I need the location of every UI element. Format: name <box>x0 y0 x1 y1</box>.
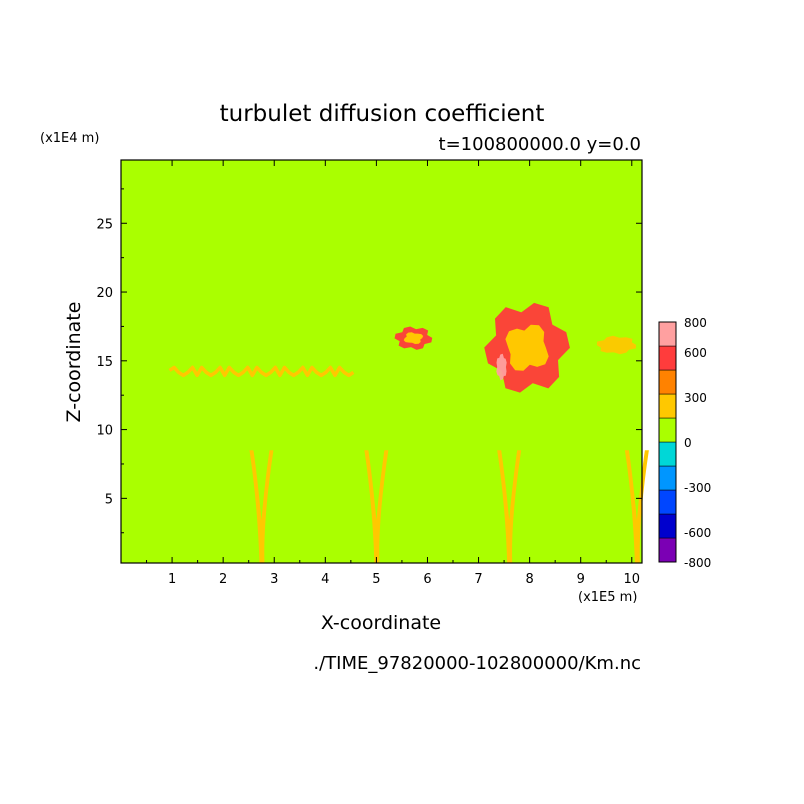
colorbar-label: 800 <box>684 316 707 330</box>
feature-plume <box>364 450 389 563</box>
x-axis-ticks: 1 2 3 4 5 6 7 8 9 10 <box>146 160 641 587</box>
chart-title: turbulet diffusion coefficient <box>220 101 545 127</box>
y-tick-label: 20 <box>96 286 113 301</box>
colorbar-swatch <box>658 537 677 563</box>
colorbar-swatch <box>658 345 677 371</box>
feature-patch-core <box>505 324 549 371</box>
feature-patch <box>496 353 507 381</box>
colorbar-swatch <box>658 441 677 467</box>
y-axis-ticks: 5 10 15 20 25 <box>96 188 642 534</box>
x-tick-label: 5 <box>372 572 380 587</box>
x-tick-label: 3 <box>270 572 278 587</box>
colorbar-swatch <box>658 417 677 443</box>
y-axis-label: Z-coordinate <box>63 302 85 423</box>
x-tick-label: 4 <box>321 572 329 587</box>
y-tick-label: 10 <box>96 424 113 439</box>
colorbar-swatch <box>658 489 677 515</box>
feature-band <box>168 365 355 378</box>
colorbar-swatch <box>658 393 677 419</box>
y-tick-label: 25 <box>96 217 113 232</box>
y-scale-label: (x1E4 m) <box>40 131 99 146</box>
x-tick-label: 2 <box>219 572 227 587</box>
colorbar-swatch <box>658 465 677 491</box>
x-tick-label: 7 <box>474 572 482 587</box>
colorbar-label: -800 <box>684 556 711 570</box>
x-tick-label: 1 <box>168 572 176 587</box>
source-file-label: ./TIME_97820000-102800000/Km.nc <box>313 653 641 674</box>
colorbar-label: 600 <box>684 346 707 360</box>
feature-patch-core <box>403 332 424 344</box>
colorbar-frame <box>658 321 677 563</box>
colorbar: 800 600 300 0 -300 -600 -800 <box>658 316 711 570</box>
colorbar-label: 300 <box>684 391 707 405</box>
feature-plume <box>497 450 522 563</box>
x-tick-label: 9 <box>577 572 585 587</box>
chart-subtitle: t=100800000.0 y=0.0 <box>439 134 641 155</box>
colorbar-swatch <box>658 369 677 395</box>
colorbar-swatch <box>658 513 677 539</box>
colorbar-label: -600 <box>684 526 711 540</box>
feature-plume <box>624 450 649 563</box>
colorbar-label: 0 <box>684 436 692 450</box>
x-tick-label: 6 <box>423 572 431 587</box>
plot-area <box>121 160 649 563</box>
feature-plume <box>249 450 274 563</box>
x-tick-label: 10 <box>624 572 641 587</box>
y-tick-label: 15 <box>96 355 113 370</box>
plot-frame <box>120 159 643 564</box>
x-tick-label: 8 <box>525 572 533 587</box>
y-tick-label: 5 <box>105 492 113 507</box>
colorbar-label: -300 <box>684 481 711 495</box>
x-scale-label: (x1E5 m) <box>578 590 637 605</box>
feature-patch <box>596 335 637 355</box>
colorbar-swatch <box>658 321 677 347</box>
x-axis-label: X-coordinate <box>321 612 441 634</box>
